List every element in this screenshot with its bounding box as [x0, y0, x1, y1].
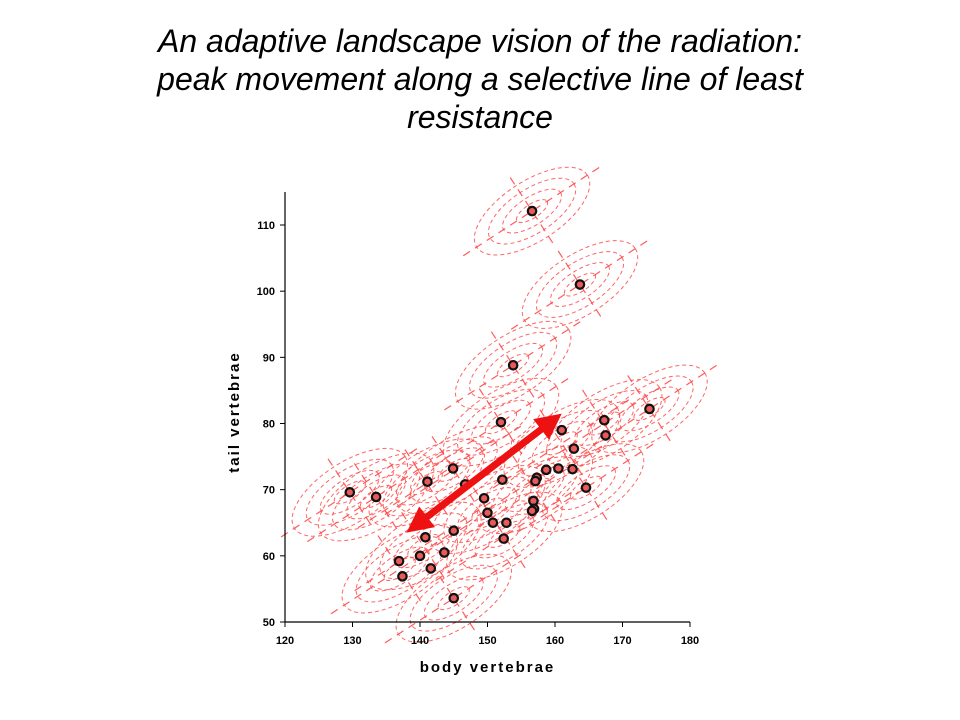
- data-point: [448, 592, 460, 604]
- data-point: [393, 555, 405, 567]
- contour-ellipse: [365, 501, 482, 591]
- y-tick-label: 100: [257, 286, 275, 298]
- data-point: [397, 571, 408, 582]
- title-line-1: An adaptive landscape vision of the radi…: [158, 23, 802, 59]
- slide-title: An adaptive landscape vision of the radi…: [60, 22, 900, 136]
- data-point: [370, 491, 382, 503]
- y-tick-label: 110: [257, 220, 275, 232]
- data-point: [574, 279, 586, 290]
- landscape-contours: [280, 165, 719, 644]
- x-tick-label: 160: [546, 635, 564, 647]
- x-tick-label: 130: [343, 635, 361, 647]
- ticks: 120 130 140 150 160 170 180 50 60 70 80 90 100 110: [257, 220, 700, 647]
- data-point: [526, 205, 538, 217]
- x-axis-label: body vertebrae: [420, 659, 556, 676]
- data-point: [495, 416, 507, 428]
- landscape-peak: [307, 451, 446, 543]
- major-axis-line: [330, 523, 469, 615]
- data-point: [478, 492, 490, 504]
- data-points: [344, 205, 655, 604]
- y-tick-label: 50: [263, 617, 275, 629]
- data-point: [420, 532, 431, 543]
- landscape-peak: [444, 320, 583, 411]
- data-point: [598, 414, 610, 426]
- landscape-peak: [462, 165, 602, 257]
- arrow-head-upper: [533, 413, 562, 440]
- data-point: [507, 359, 519, 371]
- x-tick-label: 150: [478, 635, 496, 647]
- x-tick-label: 180: [681, 635, 699, 647]
- data-point: [438, 547, 450, 558]
- landscape-peak: [492, 398, 631, 489]
- title-line-2: peak movement along a selective line of …: [157, 61, 803, 97]
- x-tick-label: 120: [276, 635, 294, 647]
- data-point: [414, 550, 426, 562]
- data-point: [447, 463, 459, 474]
- title-line-3: resistance: [407, 99, 553, 135]
- y-tick-label: 60: [263, 551, 275, 563]
- data-point: [553, 463, 564, 474]
- major-axis-line: [492, 398, 631, 489]
- data-point: [568, 443, 580, 454]
- y-tick-label: 90: [263, 352, 275, 364]
- data-point: [344, 487, 356, 498]
- landscape-peak: [510, 239, 650, 330]
- data-point: [540, 464, 552, 476]
- y-tick-label: 70: [263, 485, 275, 497]
- data-point: [498, 533, 509, 544]
- data-point: [497, 474, 508, 486]
- landscape-peak: [384, 553, 523, 644]
- y-axis-label: tail vertebrae: [226, 351, 243, 472]
- arrow-head-lower: [406, 506, 436, 533]
- data-point: [482, 507, 493, 519]
- data-point: [567, 463, 578, 475]
- x-tick-label: 170: [613, 635, 631, 647]
- landscape-peak: [580, 363, 719, 455]
- data-point: [530, 475, 541, 487]
- data-point: [425, 563, 437, 574]
- data-point: [422, 476, 433, 488]
- data-point: [580, 482, 592, 493]
- data-point: [448, 525, 460, 536]
- arrow-shaft: [420, 423, 548, 523]
- data-point: [600, 430, 611, 441]
- minor-axis-line: [377, 535, 423, 603]
- data-point: [556, 424, 568, 436]
- selection-arrow: [406, 413, 562, 533]
- data-point: [487, 517, 499, 529]
- y-tick-label: 80: [263, 419, 275, 431]
- data-point: [526, 505, 538, 517]
- data-point: [644, 403, 655, 415]
- x-tick-label: 140: [411, 635, 429, 647]
- data-point: [501, 517, 512, 529]
